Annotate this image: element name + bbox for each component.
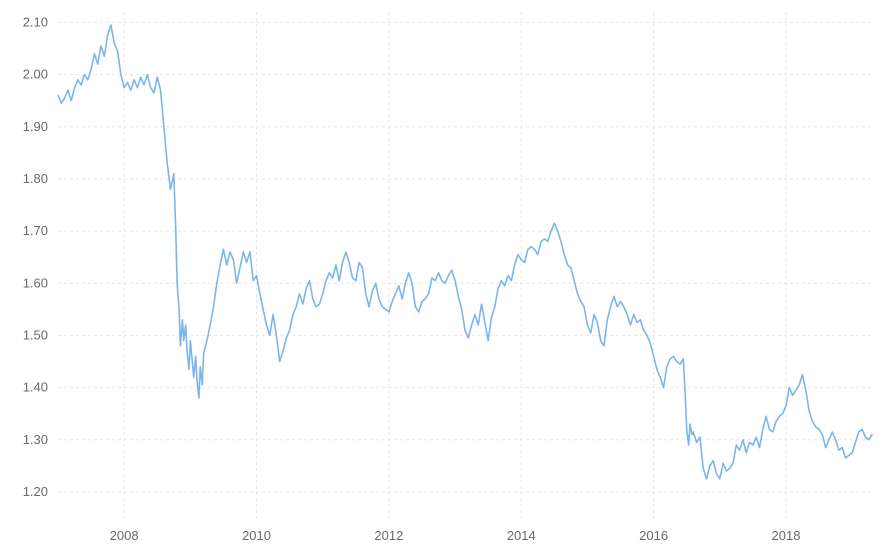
y-axis-label: 1.20	[23, 484, 48, 499]
y-axis-label: 1.50	[23, 327, 48, 342]
y-axis-label: 1.40	[23, 380, 48, 395]
x-axis-label: 2018	[772, 528, 801, 543]
y-axis-label: 2.10	[23, 14, 48, 29]
x-axis-label: 2010	[242, 528, 271, 543]
x-axis-label: 2016	[639, 528, 668, 543]
chart-svg: 1.20 1.30 1.40 1.50 1.60 1.70 1.80 1.90 2.00 2.10…	[0, 0, 888, 560]
y-axis-label: 1.60	[23, 275, 48, 290]
y-axis-label: 1.70	[23, 223, 48, 238]
x-axis-label: 2014	[507, 528, 536, 543]
y-axis-label: 1.90	[23, 119, 48, 134]
x-axis-label: 2012	[374, 528, 403, 543]
y-axis-label: 1.80	[23, 171, 48, 186]
y-axis-label: 2.00	[23, 67, 48, 82]
line-chart: 1.20 1.30 1.40 1.50 1.60 1.70 1.80 1.90 2.00 2.10…	[0, 0, 888, 560]
x-axis-label: 2008	[110, 528, 139, 543]
y-axis-label: 1.30	[23, 432, 48, 447]
